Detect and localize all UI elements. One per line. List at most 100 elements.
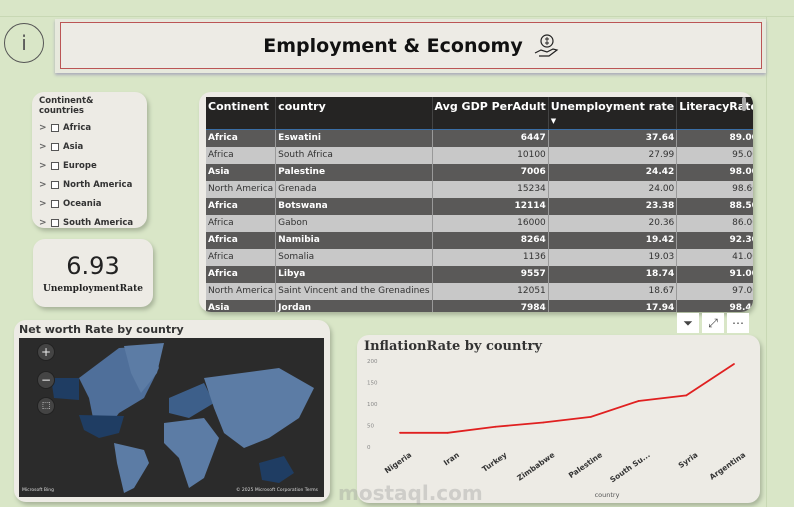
x-tick-label: Syria xyxy=(677,450,700,470)
table-cell: Africa xyxy=(206,231,277,249)
checkbox[interactable] xyxy=(51,199,59,208)
continent-slicer: Continent& countries > Africa > Asia > Europe… xyxy=(32,92,147,228)
kpi-label: UnemploymentRate xyxy=(43,284,143,294)
data-point xyxy=(685,394,688,397)
col-unemployment[interactable]: Unemployment rate ▼ xyxy=(548,97,678,130)
info-icon[interactable]: i xyxy=(4,23,44,63)
col-literacy[interactable]: LiteracyRate xyxy=(676,97,753,130)
x-tick-label: Palestine xyxy=(567,450,604,480)
data-table: Continent country Avg GDP PerAdult Unemp… xyxy=(199,92,753,312)
checkbox[interactable] xyxy=(51,180,59,189)
slicer-item-label: Oceania xyxy=(63,198,102,209)
slicer-item-label: Asia xyxy=(63,141,84,152)
chevron-right-icon[interactable]: > xyxy=(39,217,47,228)
table-cell: 88.50 xyxy=(676,197,753,215)
usa xyxy=(79,415,124,438)
table-cell: North America xyxy=(206,180,277,198)
table-cell: Libya xyxy=(275,265,433,283)
table-cell: 7984 xyxy=(432,299,549,312)
zoom-in-button[interactable]: + xyxy=(37,343,55,361)
table-cell: Africa xyxy=(206,197,277,215)
slicer-title: Continent& countries xyxy=(39,96,94,116)
table-cell: 8264 xyxy=(432,231,549,249)
asia xyxy=(204,368,314,448)
chevron-right-icon[interactable]: > xyxy=(39,160,47,171)
select-button[interactable]: ⬚ xyxy=(37,397,55,415)
table-cell: 17.94 xyxy=(548,299,678,312)
x-tick-label: South Su... xyxy=(608,450,652,484)
divider xyxy=(766,16,767,507)
more-options-icon[interactable]: ⋯ xyxy=(727,313,749,333)
table-cell: 86.00 xyxy=(676,214,753,232)
map-copyright[interactable]: © 2025 Microsoft Corporation Terms xyxy=(236,488,318,493)
kpi-card: 6.93 UnemploymentRate xyxy=(33,239,153,307)
south-america xyxy=(114,443,149,493)
table-cell: 24.00 xyxy=(548,180,678,198)
focus-mode-icon[interactable]: ⤢ xyxy=(702,313,724,333)
table-scrollbar[interactable] xyxy=(742,97,746,111)
slicer-item[interactable]: > Asia xyxy=(39,137,140,156)
y-tick-label: 50 xyxy=(367,424,374,430)
table-cell: Jordan xyxy=(275,299,433,312)
inflation-chart: InflationRate by country 0 50 100 150 200 Nig… xyxy=(357,335,760,503)
table-cell: Asia xyxy=(206,163,277,181)
slicer-item-label: North America xyxy=(63,179,133,190)
table-cell: Asia xyxy=(206,299,277,312)
chart-title: InflationRate by country xyxy=(364,339,542,354)
col-country[interactable]: country xyxy=(275,97,433,130)
table-cell: 10100 xyxy=(432,146,549,164)
table-cell: Gabon xyxy=(275,214,433,232)
checkbox[interactable] xyxy=(51,142,59,151)
table-cell: Palestine xyxy=(275,163,433,181)
table-header: Continent country Avg GDP PerAdult Unemp… xyxy=(206,97,753,130)
table-cell: 27.99 xyxy=(548,146,678,164)
slicer-item-label: South America xyxy=(63,217,134,228)
chevron-right-icon[interactable]: > xyxy=(39,198,47,209)
table-cell: Africa xyxy=(206,265,277,283)
checkbox[interactable] xyxy=(51,123,59,132)
slicer-item[interactable]: > Africa xyxy=(39,118,140,137)
table-cell: 89.00 xyxy=(676,129,753,147)
data-point xyxy=(542,421,545,424)
col-gdp[interactable]: Avg GDP PerAdult xyxy=(432,97,549,130)
table-cell: Botswana xyxy=(275,197,433,215)
slicer-item[interactable]: > Europe xyxy=(39,156,140,175)
table-row[interactable]: North America Saint Vincent and the Grena… xyxy=(206,282,753,300)
map-visual: Net worth Rate by country + − ⬚ Microsof… xyxy=(14,320,330,502)
slicer-item[interactable]: > South America xyxy=(39,213,140,232)
slicer-item[interactable]: > North America xyxy=(39,175,140,194)
checkbox[interactable] xyxy=(51,161,59,170)
chevron-right-icon[interactable]: > xyxy=(39,122,47,133)
divider xyxy=(0,16,794,17)
table-cell: 19.42 xyxy=(548,231,678,249)
x-axis-label: country xyxy=(595,491,620,499)
table-cell: Africa xyxy=(206,146,277,164)
chevron-right-icon[interactable]: > xyxy=(39,141,47,152)
table-cell: Somalia xyxy=(275,248,433,266)
checkbox[interactable] xyxy=(51,218,59,227)
chevron-right-icon[interactable]: > xyxy=(39,179,47,190)
slicer-item[interactable]: > Oceania xyxy=(39,194,140,213)
col-continent[interactable]: Continent xyxy=(206,97,277,130)
table-cell: Africa xyxy=(206,214,277,232)
filter-icon[interactable]: ⏷ xyxy=(677,313,699,333)
zoom-out-button[interactable]: − xyxy=(37,371,55,389)
table-cell: 1136 xyxy=(432,248,549,266)
world-map[interactable]: + − ⬚ Microsoft Bing © 2025 Microsoft Co… xyxy=(19,338,324,497)
table-cell: Eswatini xyxy=(275,129,433,147)
table-cell: South Africa xyxy=(275,146,433,164)
table-cell: 23.38 xyxy=(548,197,678,215)
watermark: mostaql.com xyxy=(338,481,483,505)
table-cell: 95.00 xyxy=(676,146,753,164)
hand-money-icon xyxy=(534,33,559,57)
